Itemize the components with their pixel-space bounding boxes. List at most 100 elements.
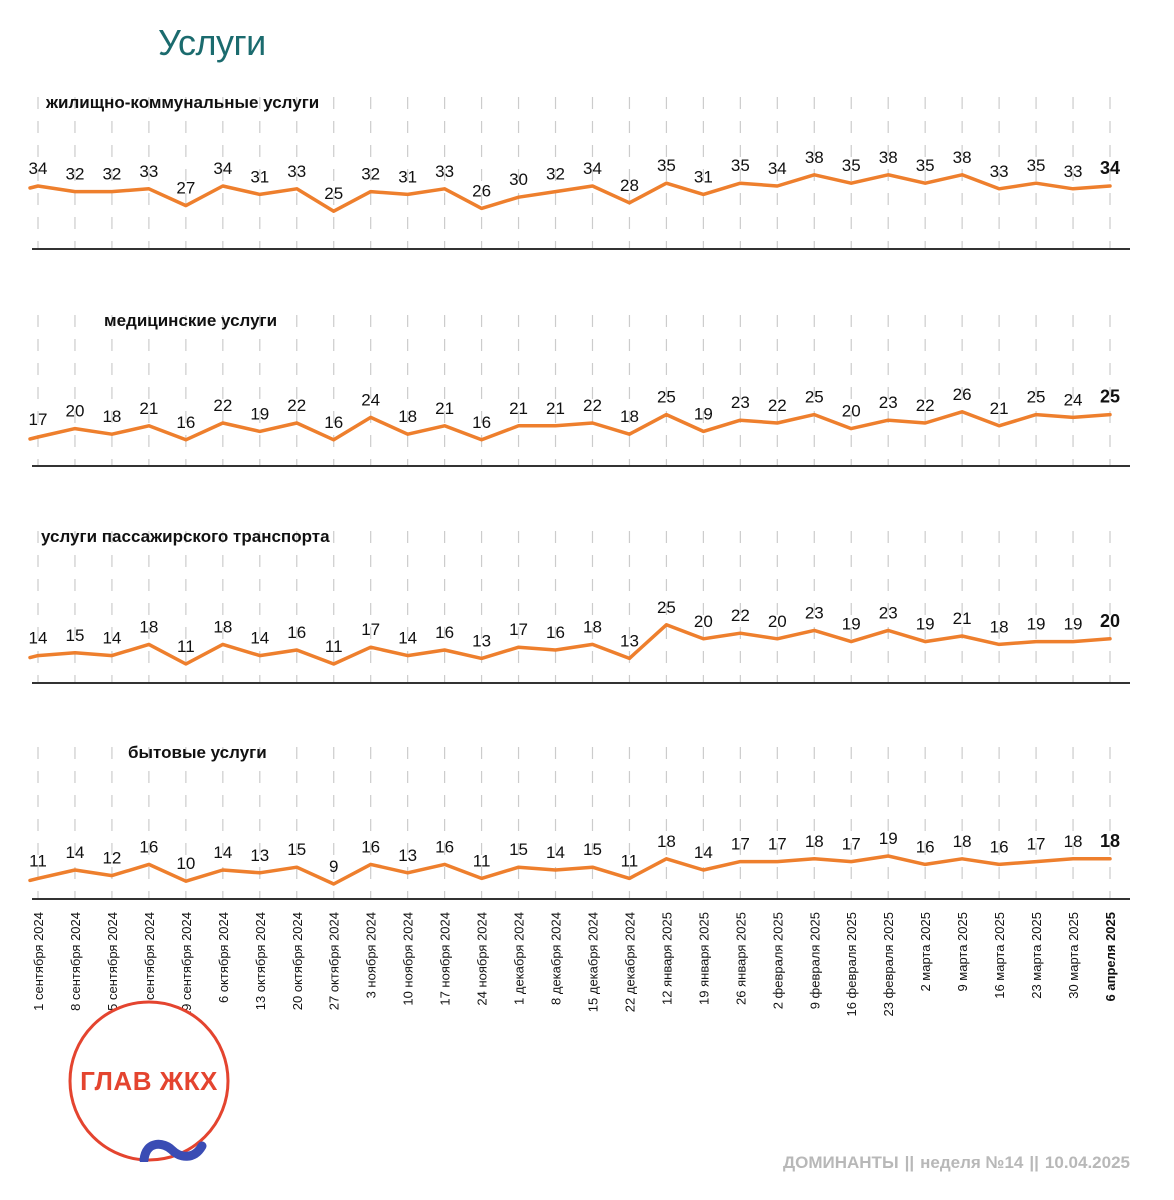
data-label: 33 [435,162,454,181]
series-label: медицинские услуги [104,311,277,330]
data-label: 16 [139,837,158,856]
data-label: 18 [583,617,602,636]
data-label: 21 [509,399,528,418]
data-label: 18 [657,832,676,851]
data-label: 9 [329,857,338,876]
data-label: 28 [620,176,639,195]
data-label: 31 [250,167,269,186]
data-label: 16 [916,837,935,856]
data-label: 17 [842,835,861,854]
x-tick-label: 10 ноября 2024 [401,912,416,1006]
data-label: 14 [29,629,48,648]
data-label: 25 [805,388,824,407]
data-label: 17 [731,835,750,854]
series-label: жилищно-коммунальные услуги [45,93,319,112]
series-label: бытовые услуги [128,743,267,762]
data-label: 11 [325,637,343,656]
data-label: 20 [694,612,713,631]
data-label: 34 [583,159,602,178]
data-label: 24 [361,390,380,409]
data-label: 31 [694,167,713,186]
data-label: 33 [990,162,1009,181]
x-tick-label: 19 января 2025 [696,912,711,1005]
data-label: 35 [842,156,861,175]
logo: ГЛАВ ЖКХ [68,1000,230,1165]
data-label: 25 [657,388,676,407]
data-label: 11 [29,851,47,870]
data-label: 20 [1100,611,1120,631]
data-label: 16 [472,413,491,432]
data-label: 16 [546,623,565,642]
data-label: 32 [361,165,380,184]
data-label: 17 [1027,835,1046,854]
data-label: 32 [102,165,121,184]
data-label: 21 [139,399,158,418]
data-label: 32 [66,165,85,184]
data-label: 15 [509,840,528,859]
x-tick-label: 29 сентября 2024 [179,912,194,1018]
series-line [28,854,1112,886]
data-label: 18 [620,407,639,426]
data-label: 14 [102,629,121,648]
data-label: 18 [805,832,824,851]
data-label: 21 [435,399,454,418]
x-tick-label: 1 декабря 2024 [512,912,527,1005]
footer-week: неделя №14 [920,1153,1024,1172]
data-label: 13 [250,846,269,865]
series-line [28,623,1112,666]
data-label: 19 [694,404,713,423]
data-label: 22 [583,396,602,415]
data-label: 10 [176,854,195,873]
series-line [28,173,1112,213]
x-tick-label: 15 декабря 2024 [585,912,600,1012]
data-label: 13 [620,631,639,650]
data-label: 22 [213,396,232,415]
data-label: 18 [990,617,1009,636]
data-label: 21 [546,399,565,418]
data-label: 19 [1027,615,1046,634]
x-tick-label: 9 марта 2025 [955,912,970,992]
x-tick-label: 22 сентября 2024 [142,912,157,1018]
data-label: 20 [768,612,787,631]
footer-date: 10.04.2025 [1044,1153,1130,1172]
data-label: 25 [1027,388,1046,407]
x-tick-label: 8 декабря 2024 [549,912,564,1005]
data-label: 33 [287,162,306,181]
data-label: 23 [879,603,898,622]
x-tick-label: 26 января 2025 [733,912,748,1005]
data-label: 22 [287,396,306,415]
logo-text: ГЛАВ ЖКХ [80,1066,218,1096]
data-label: 35 [657,156,676,175]
data-label: 16 [287,623,306,642]
data-label: 11 [177,637,195,656]
data-label: 14 [250,629,269,648]
data-label: 38 [805,148,824,167]
data-label: 35 [916,156,935,175]
x-tick-label: 8 сентября 2024 [68,912,83,1011]
x-tick-label: 9 февраля 2025 [807,912,822,1009]
data-label: 19 [916,615,935,634]
data-label: 23 [879,393,898,412]
data-label: 18 [398,407,417,426]
data-label: 18 [1064,832,1083,851]
data-label: 33 [1064,162,1083,181]
x-tick-label: 3 ноября 2024 [364,912,379,998]
logo-ring [68,1000,230,1162]
data-label: 17 [509,620,528,639]
wave-icon [139,1139,207,1165]
data-label: 14 [694,843,713,862]
x-tick-label: 12 января 2025 [659,912,674,1005]
data-label: 34 [213,159,232,178]
data-label: 34 [29,159,48,178]
data-label: 12 [102,849,121,868]
x-tick-label: 30 марта 2025 [1066,912,1081,999]
x-tick-label: 15 сентября 2024 [105,912,120,1018]
data-label: 17 [361,620,380,639]
data-label: 19 [879,829,898,848]
data-label: 14 [546,843,565,862]
data-label: 13 [398,846,417,865]
data-label: 27 [176,179,195,198]
data-label: 32 [546,165,565,184]
data-label: 34 [1100,158,1120,178]
